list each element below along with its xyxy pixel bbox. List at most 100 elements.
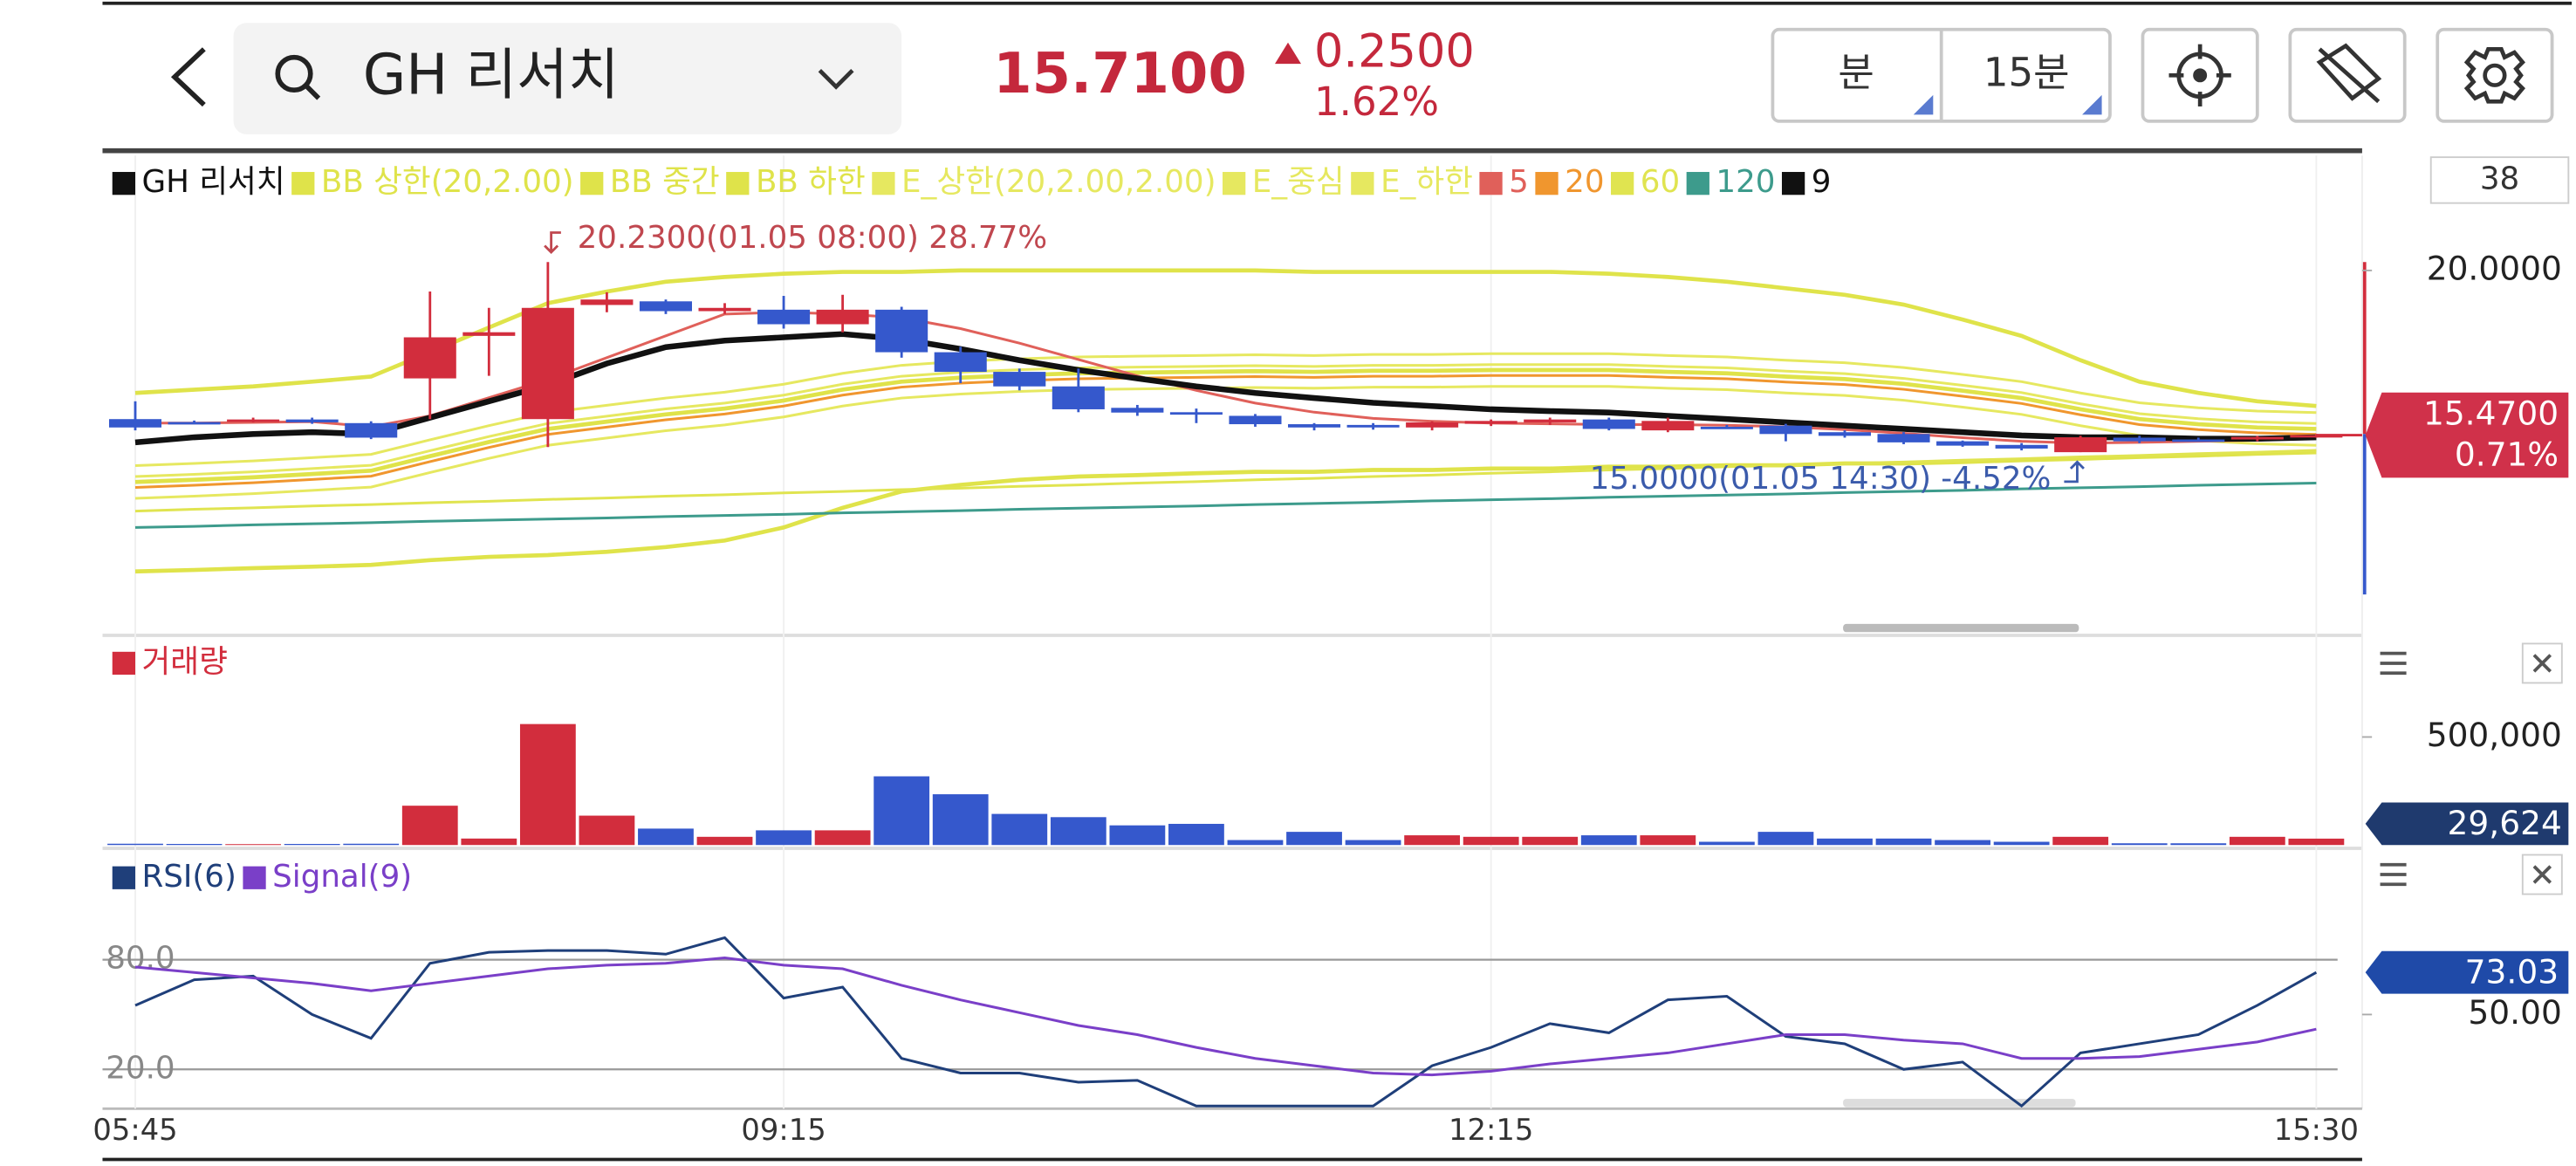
legend-label: 5 — [1509, 164, 1529, 200]
candle-body — [993, 372, 1046, 387]
volume-bar — [2229, 836, 2285, 846]
y-tick-label: 50.00 — [2468, 993, 2561, 1032]
last-volume-tag — [2365, 802, 2569, 846]
indicator-line — [134, 374, 2317, 490]
candle-body — [462, 332, 516, 336]
interval-button[interactable]: 15분 — [1983, 49, 2070, 95]
rsi-line — [134, 956, 2317, 1077]
volume-bar — [1580, 835, 1637, 846]
legend-swatch — [243, 866, 266, 889]
legend-swatch — [1686, 172, 1709, 195]
current-price: 15.7100 — [993, 42, 1247, 106]
candle-body — [1759, 425, 1812, 435]
volume-bar — [1935, 840, 1990, 846]
count-box — [2429, 156, 2570, 204]
search-icon-handle — [304, 83, 321, 100]
search-box[interactable] — [233, 23, 902, 134]
volume-bar — [1698, 841, 1755, 846]
legend-label: 60 — [1641, 164, 1680, 200]
volume-bar — [166, 843, 223, 846]
last-price-label: 15.4700 — [2423, 394, 2559, 433]
volume-bar — [932, 794, 989, 846]
up-triangle — [1274, 42, 1302, 65]
legend-label: 20 — [1565, 164, 1604, 200]
candle-body — [1346, 424, 1400, 428]
volume-bar — [814, 830, 871, 846]
volume-bar — [1875, 838, 1932, 846]
volume-bar — [2052, 836, 2109, 846]
close-icon — [2532, 865, 2552, 884]
high-annotation: 20.2300(01.05 08:00) 28.77% — [578, 220, 1047, 256]
volume-bar — [2170, 843, 2227, 846]
high-arrow — [544, 231, 561, 255]
indicator-line — [134, 268, 2317, 408]
volume-bar — [1522, 836, 1579, 846]
x-tick-label: 12:15 — [1449, 1113, 1533, 1147]
legend-label: BB 중간 — [610, 164, 720, 200]
volume-bar — [2111, 843, 2168, 846]
candle-body — [1524, 419, 1577, 422]
volume-bar — [1345, 840, 1401, 846]
crosshair-icon — [2168, 44, 2231, 106]
volume-bar — [1168, 823, 1224, 846]
volume-bar — [461, 838, 517, 846]
volume-bar — [991, 813, 1048, 846]
unit-button[interactable]: 분 — [1838, 49, 1874, 95]
candle-body — [1406, 422, 1459, 428]
candle-body — [1641, 421, 1695, 431]
candle-body — [227, 419, 280, 422]
volume-bar — [1286, 832, 1342, 846]
rsi-menu-icon[interactable] — [2380, 862, 2407, 887]
legend-label: GH 리서치 — [142, 164, 285, 200]
candle-body — [1995, 444, 2048, 449]
back-button[interactable] — [170, 47, 206, 107]
scrollbar[interactable] — [1843, 623, 2079, 633]
scrollbar[interactable] — [1843, 1099, 2076, 1108]
legend-label: 거래량 — [142, 644, 228, 680]
indicator-line — [134, 449, 2317, 574]
volume-bar — [1757, 832, 1814, 846]
y-tick-label: 20.0 — [106, 1050, 175, 1086]
x-tick-label: 09:15 — [741, 1113, 826, 1147]
y-tick-label: 20.0000 — [2427, 249, 2562, 287]
volume-bar — [107, 843, 163, 846]
settings-icon — [2463, 46, 2525, 104]
candle-body — [2172, 439, 2225, 442]
indicator-line — [134, 367, 2317, 484]
legend-label: E_중심 — [1252, 164, 1345, 200]
volume-bar — [519, 724, 576, 846]
candle-body — [521, 307, 574, 420]
volume-bar — [1817, 838, 1873, 846]
legend-swatch — [1611, 172, 1634, 195]
indicator-line — [134, 331, 2317, 446]
settings-button[interactable] — [2436, 27, 2554, 123]
volume-menu-icon[interactable] — [2380, 651, 2407, 676]
candle-body — [108, 419, 162, 428]
last-change-label: 0.71% — [2455, 435, 2559, 473]
legend-label: 120 — [1716, 164, 1775, 200]
candle-body — [1700, 426, 1753, 429]
corner-mark — [1913, 94, 1934, 115]
volume-bar — [1050, 817, 1106, 846]
candle-body — [1936, 441, 1990, 446]
low-annotation: 15.0000(01.05 14:30) -4.52% — [1590, 461, 2052, 497]
legend-swatch — [872, 172, 895, 195]
volume-bar — [579, 815, 635, 846]
volume-bar — [638, 828, 694, 846]
volume-bar — [1404, 835, 1461, 846]
legend-label: RSI(6) — [142, 859, 236, 895]
candle-body — [403, 337, 456, 379]
candle-body — [757, 309, 811, 325]
indicator-line — [134, 352, 2317, 468]
legend-label: Signal(9) — [272, 859, 412, 895]
candle-body — [345, 422, 398, 438]
volume-bar — [756, 830, 812, 846]
indicator-line — [135, 311, 2317, 445]
legend-swatch — [1223, 172, 1246, 195]
volume-bar — [2288, 838, 2345, 846]
dropdown-chevron[interactable] — [818, 69, 854, 90]
visible-count: 38 — [2480, 161, 2519, 196]
indicator-line — [134, 363, 2317, 478]
legend-swatch — [726, 172, 750, 195]
